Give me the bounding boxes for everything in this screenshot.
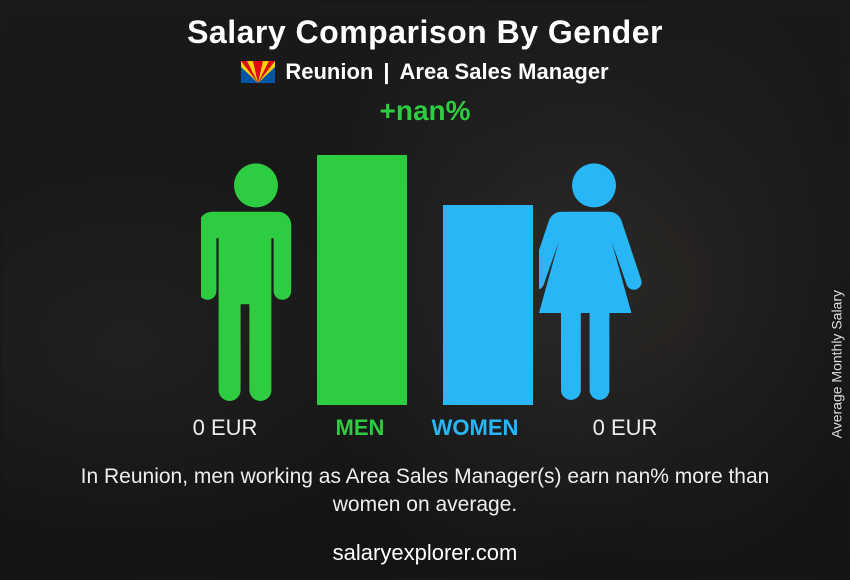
men-label: MEN — [310, 415, 410, 441]
women-bar — [443, 205, 533, 405]
men-value: 0 EUR — [160, 415, 310, 441]
women-label: WOMEN — [410, 415, 540, 441]
content-container: Salary Comparison By Gender Reunion | Ar… — [0, 0, 850, 580]
separator: | — [383, 59, 389, 85]
men-bar — [317, 155, 407, 405]
footer-brand: salaryexplorer.com — [333, 540, 518, 566]
male-icon — [201, 155, 311, 405]
job-title-label: Area Sales Manager — [400, 59, 609, 85]
percentage-diff-label: +nan% — [379, 95, 470, 127]
description-text: In Reunion, men working as Area Sales Ma… — [55, 463, 795, 520]
page-title: Salary Comparison By Gender — [187, 14, 663, 51]
reunion-flag-icon — [241, 61, 275, 83]
location-label: Reunion — [285, 59, 373, 85]
labels-row: 0 EUR MEN WOMEN 0 EUR — [115, 415, 735, 441]
women-value: 0 EUR — [540, 415, 690, 441]
y-axis-label: Average Monthly Salary — [828, 290, 844, 438]
female-icon — [539, 155, 649, 405]
chart-area: +nan% — [115, 95, 735, 405]
subtitle-row: Reunion | Area Sales Manager — [241, 59, 608, 85]
